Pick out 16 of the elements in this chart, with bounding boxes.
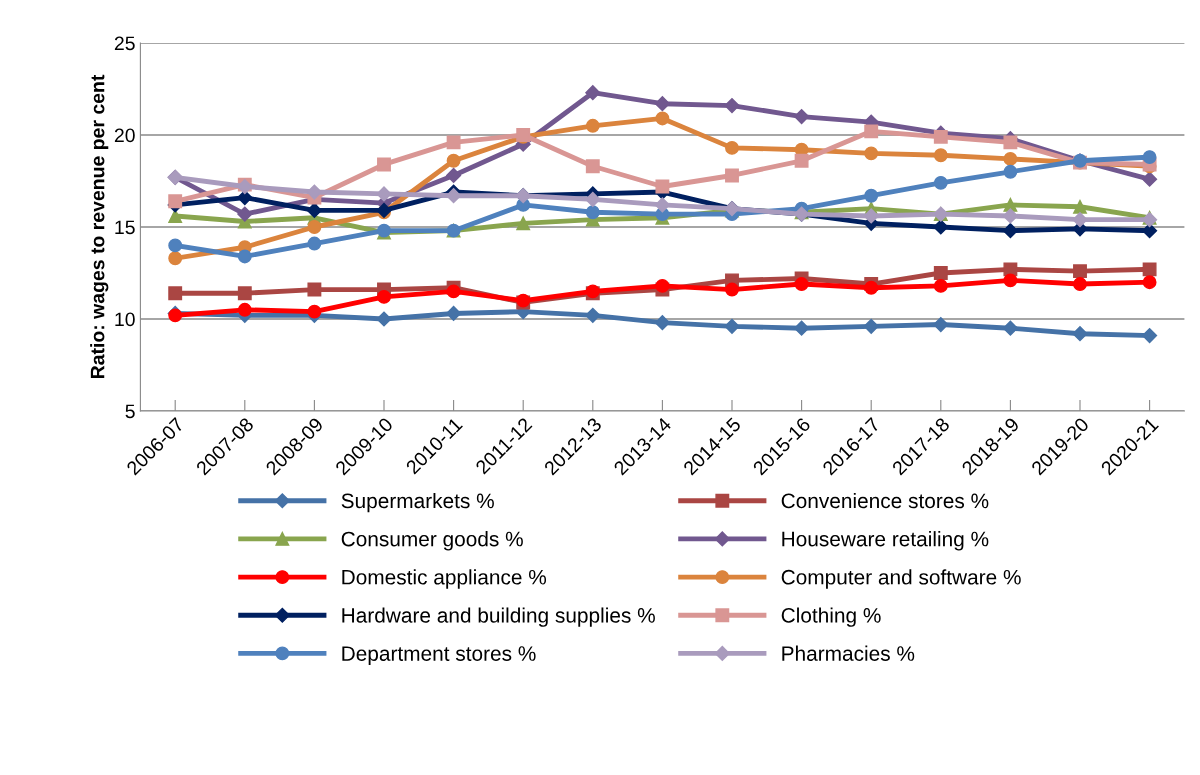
y-tick-label: 10 bbox=[115, 312, 135, 327]
legend-label: Houseware retailing % bbox=[782, 531, 989, 551]
legend-label: Clothing % bbox=[781, 607, 881, 627]
y-tick-label: 20 bbox=[114, 128, 135, 143]
legend-label: Convenience stores % bbox=[781, 492, 989, 509]
legend-label: Computer and software % bbox=[781, 569, 1021, 589]
legend-label: Supermarkets % bbox=[341, 492, 494, 513]
legend-label: Domestic appliance % bbox=[342, 569, 547, 589]
y-tick-label: 5 bbox=[125, 404, 135, 419]
legend-label: Hardware and building supplies % bbox=[342, 607, 655, 627]
y-tick-label: 15 bbox=[115, 220, 135, 235]
legend-label: Department stores % bbox=[342, 646, 536, 666]
legend-label: Consumer goods % bbox=[341, 531, 523, 551]
y-axis-title: Ratio: wages to revenue per cent bbox=[90, 74, 109, 379]
legend-label: Pharmacies % bbox=[782, 645, 915, 661]
y-tick-label: 25 bbox=[114, 36, 135, 51]
